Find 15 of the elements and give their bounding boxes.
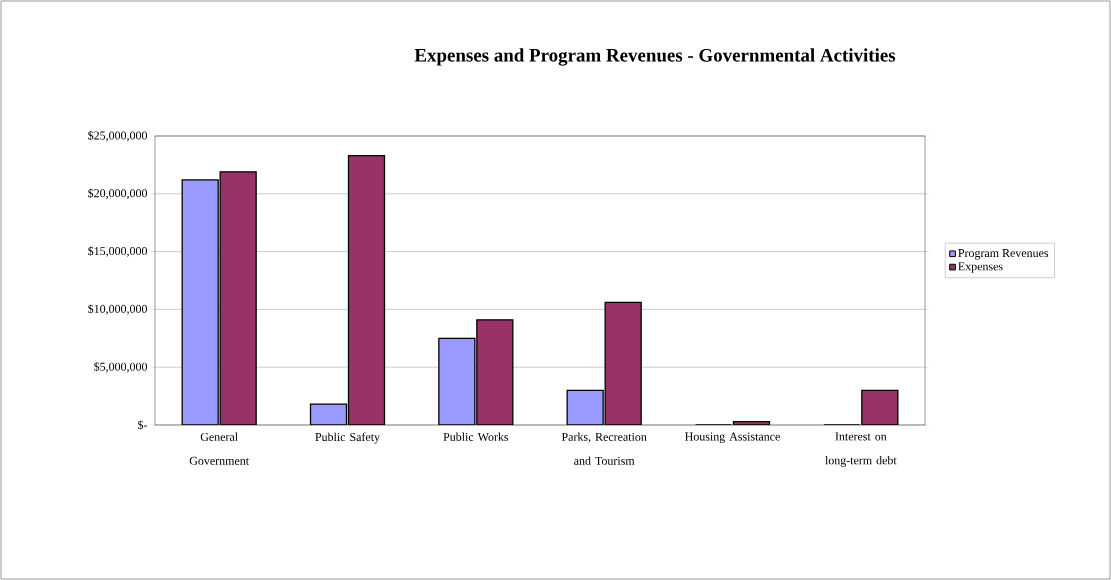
chart-title: Expenses and Program Revenues - Governmental Activities [414, 48, 896, 66]
x-tick-label: Housing Assistance [685, 432, 780, 444]
x-tick-label: Public Works [443, 432, 509, 441]
y-tick-label: $15,000,000 [88, 246, 148, 257]
x-tick-label: Parks, Recreation and Tourism [561, 432, 647, 465]
y-tick-label: $- [138, 420, 148, 430]
y-tick-label: $10,000,000 [88, 304, 148, 315]
category-label: Interest on long-term debt [825, 432, 897, 467]
legend-label: Program Revenues [958, 249, 1049, 260]
legend-label: Expenses [958, 262, 1003, 273]
category-label: General Government [189, 432, 249, 465]
y-tick-label: $20,000,000 [88, 188, 148, 200]
y-tick-label: $25,000,000 [88, 130, 148, 142]
x-tick-label: Public Safety [315, 432, 381, 444]
y-tick-label: $5,000,000 [94, 361, 148, 373]
